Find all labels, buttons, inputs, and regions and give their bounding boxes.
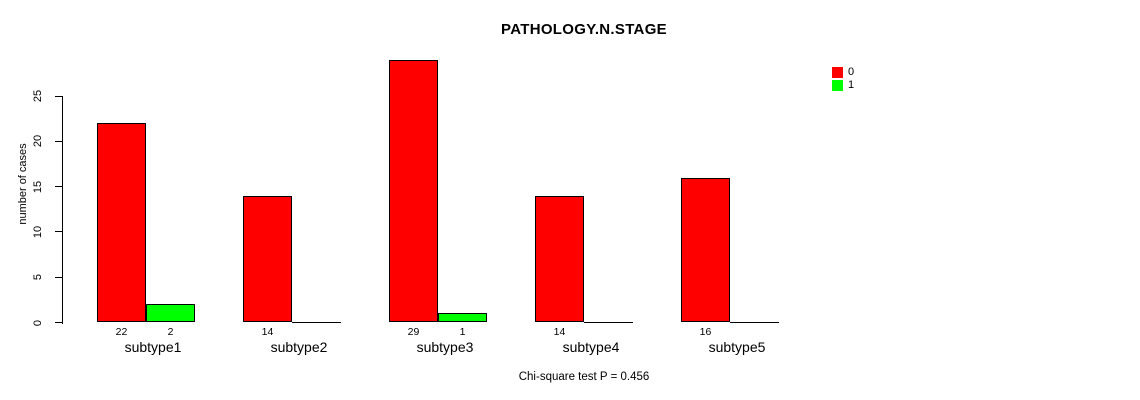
legend-swatch-1 — [832, 80, 843, 92]
legend-swatch-0 — [832, 67, 843, 78]
chi-square-annotation: Chi-square test P = 0.456 — [518, 371, 650, 383]
y-tick-label: 10 — [32, 225, 44, 239]
y-axis-line — [61, 96, 63, 324]
bar-subtype5-series1-zero — [730, 321, 779, 323]
y-tick-label: 25 — [32, 89, 44, 103]
category-label-subtype2: subtype2 — [270, 339, 328, 355]
y-tick — [54, 140, 62, 142]
legend-label-1: 1 — [848, 79, 855, 92]
y-axis-title: number of cases — [17, 143, 29, 225]
bar-subtype5-series0 — [681, 177, 730, 323]
y-tick — [54, 322, 62, 323]
legend-label-0: 0 — [848, 66, 855, 78]
bar-subtype3-series1 — [438, 313, 487, 323]
y-tick — [54, 95, 62, 97]
bar-subtype2-series1-zero — [292, 321, 341, 323]
y-tick-label: 15 — [32, 180, 44, 193]
bar-value-label: 1 — [459, 325, 466, 338]
bar-subtype1-series1 — [146, 304, 195, 323]
bar-subtype4-series0 — [535, 195, 584, 323]
y-tick — [54, 231, 62, 233]
category-label-subtype4: subtype4 — [562, 339, 620, 355]
bar-subtype1-series0 — [97, 123, 146, 323]
bar-subtype3-series0 — [389, 59, 438, 323]
bar-subtype4-series1-zero — [584, 321, 633, 323]
y-tick — [54, 276, 62, 278]
y-tick-label: 0 — [32, 319, 44, 326]
category-label-subtype1: subtype1 — [124, 339, 182, 355]
y-tick — [54, 186, 62, 188]
bar-subtype2-series0 — [243, 195, 292, 323]
y-tick-label: 20 — [32, 135, 44, 148]
category-label-subtype5: subtype5 — [708, 339, 766, 355]
category-label-subtype3: subtype3 — [416, 339, 474, 355]
bar-value-label: 14 — [553, 325, 566, 338]
bar-value-label: 16 — [699, 325, 712, 338]
y-tick-label: 5 — [32, 274, 44, 281]
bar-value-label: 22 — [115, 325, 128, 338]
chart-title: PATHOLOGY.N.STAGE — [501, 21, 667, 38]
bar-value-label: 2 — [167, 325, 174, 338]
bar-value-label: 29 — [407, 325, 420, 338]
bar-value-label: 14 — [261, 325, 274, 338]
